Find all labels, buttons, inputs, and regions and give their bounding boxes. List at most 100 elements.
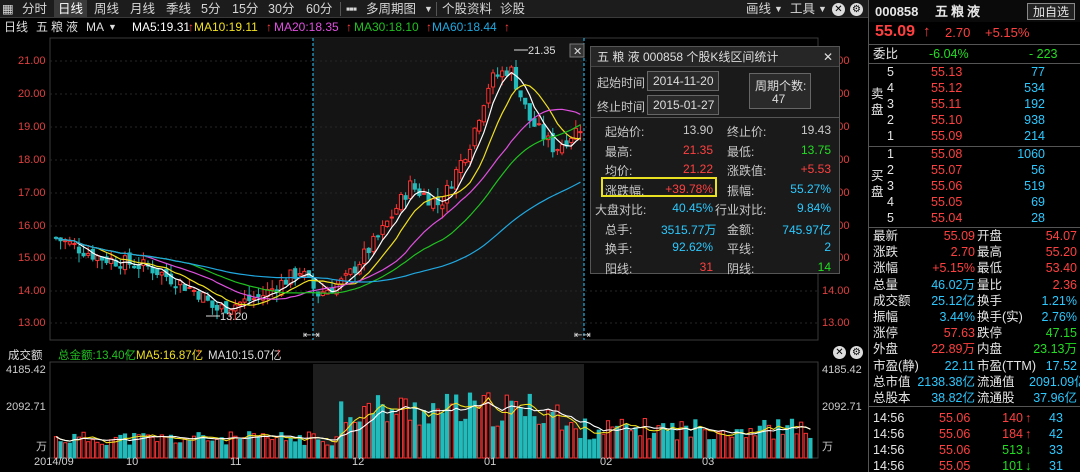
high-annotation: 21.35	[528, 45, 556, 57]
volume-bar	[444, 393, 450, 459]
volume-bar	[412, 402, 417, 459]
chevron-down-icon[interactable]: ▼	[424, 4, 433, 14]
volume-bar	[720, 430, 726, 459]
volume-bar	[702, 429, 707, 459]
stat-value: 3.44%	[939, 310, 975, 324]
volume-bar	[748, 428, 753, 459]
bid-level: 4	[887, 195, 894, 209]
bid-price[interactable]: 55.06	[931, 179, 963, 193]
tab-daily[interactable]: 日线	[54, 0, 88, 18]
tab-monthly[interactable]: 月线	[130, 2, 156, 16]
volume-bar	[486, 392, 491, 459]
candle-body	[523, 97, 528, 105]
up-arrow-icon: ↑	[1025, 427, 1032, 441]
volume-bar	[366, 402, 371, 459]
candle-body	[408, 180, 413, 199]
tab-15min[interactable]: 15分	[232, 2, 259, 16]
close-icon[interactable]: ✕	[823, 50, 834, 64]
tick-price: 55.06	[939, 427, 971, 441]
tab-multi-period[interactable]: 多周期图	[366, 2, 417, 16]
bid-level: 3	[887, 179, 894, 193]
price-change: 2.70	[945, 25, 971, 40]
gear-icon[interactable]: ⚙	[850, 346, 863, 359]
bid-price[interactable]: 55.04	[931, 211, 963, 225]
end-time-field[interactable]: 2015-01-27	[647, 95, 719, 115]
more-icon[interactable]: ▪▪▪	[346, 2, 357, 16]
tab-quarterly[interactable]: 季线	[166, 2, 192, 16]
volume-bar	[201, 435, 206, 459]
candlestick-series	[53, 60, 583, 321]
drag-handle-icon[interactable]: ⇤⇥	[303, 330, 320, 341]
stat-label: 大盘对比:	[595, 203, 647, 217]
add-watchlist-button[interactable]: 加自选	[1027, 3, 1075, 20]
volume-bar	[293, 441, 298, 459]
volume-bar	[743, 437, 749, 459]
start-time-field[interactable]: 2014-11-20	[647, 71, 719, 91]
ask-volume: 77	[1031, 65, 1045, 79]
volume-bar	[302, 444, 307, 459]
volume-bar	[656, 425, 661, 459]
tab-diagnosis[interactable]: 诊股	[500, 2, 526, 16]
volume-bar	[72, 433, 77, 459]
ask-price[interactable]: 55.10	[931, 113, 963, 127]
chevron-down-icon[interactable]: ▼	[818, 4, 827, 14]
volume-bar	[219, 437, 224, 459]
ask-price[interactable]: 55.12	[931, 81, 963, 95]
price-tick: 18.00	[18, 154, 46, 166]
gear-icon[interactable]: ⚙	[850, 3, 863, 16]
candle-body	[325, 289, 330, 295]
candle-body	[495, 74, 500, 77]
tab-5min[interactable]: 5分	[201, 2, 221, 16]
volume-bar	[633, 427, 638, 459]
stat-label: 终止价:	[727, 125, 767, 139]
indicator-select[interactable]: MA	[86, 20, 104, 34]
ask-price[interactable]: 55.13	[931, 65, 963, 79]
price-tick: 14.00	[18, 285, 46, 297]
draw-line-button[interactable]: 画线	[746, 2, 772, 16]
tab-weekly[interactable]: 周线	[94, 2, 120, 16]
grid-icon[interactable]: ▦	[2, 2, 14, 16]
volume-bar	[205, 440, 210, 459]
candle-body	[431, 198, 436, 209]
tab-intraday[interactable]: 分时	[22, 2, 48, 16]
volume-bar	[477, 406, 482, 459]
bid-price[interactable]: 55.05	[931, 195, 963, 209]
ask-price[interactable]: 55.09	[931, 129, 963, 143]
drag-handle-icon[interactable]: ⇤⇥	[574, 330, 591, 341]
stat-label: 量比	[977, 277, 1003, 292]
volume-bar	[449, 403, 454, 459]
sell-label: 卖盘	[871, 87, 884, 117]
bid-price[interactable]: 55.08	[931, 147, 963, 161]
close-icon[interactable]: ✕	[832, 3, 845, 16]
volume-bar	[210, 440, 215, 459]
stat-value: +5.15%	[932, 261, 975, 276]
stat-label: 换手:	[605, 242, 633, 256]
dialog-title-bar[interactable]: 五 粮 液 000858 个股K线区间统计 ✕	[591, 47, 839, 67]
candle-body	[72, 243, 77, 246]
tools-button[interactable]: 工具	[790, 2, 816, 16]
candle-body	[352, 266, 358, 274]
close-icon[interactable]: ✕	[573, 46, 582, 58]
candle-body	[467, 148, 473, 163]
volume-bar	[182, 438, 187, 459]
chevron-down-icon[interactable]: ▼	[108, 22, 117, 32]
bid-price[interactable]: 55.07	[931, 163, 963, 177]
tick-price: 55.06	[939, 443, 971, 457]
up-arrow-icon: ↑	[266, 20, 272, 34]
divider	[591, 117, 839, 118]
candle-body	[477, 119, 482, 132]
candle-body	[196, 291, 201, 300]
chevron-down-icon[interactable]: ▼	[774, 4, 783, 14]
tab-60min[interactable]: 60分	[306, 2, 333, 16]
ask-price[interactable]: 55.11	[931, 97, 962, 111]
volume-tick: 2092.71	[822, 401, 862, 413]
candle-body	[569, 137, 574, 143]
candle-body	[486, 87, 491, 104]
candle-body	[440, 204, 445, 210]
range-close-button[interactable]	[569, 43, 585, 58]
volume-bar	[141, 433, 146, 459]
close-icon[interactable]: ✕	[833, 346, 846, 359]
tab-stock-profile[interactable]: 个股资料	[442, 2, 493, 16]
ask-level: 3	[887, 97, 894, 111]
tab-30min[interactable]: 30分	[268, 2, 295, 16]
